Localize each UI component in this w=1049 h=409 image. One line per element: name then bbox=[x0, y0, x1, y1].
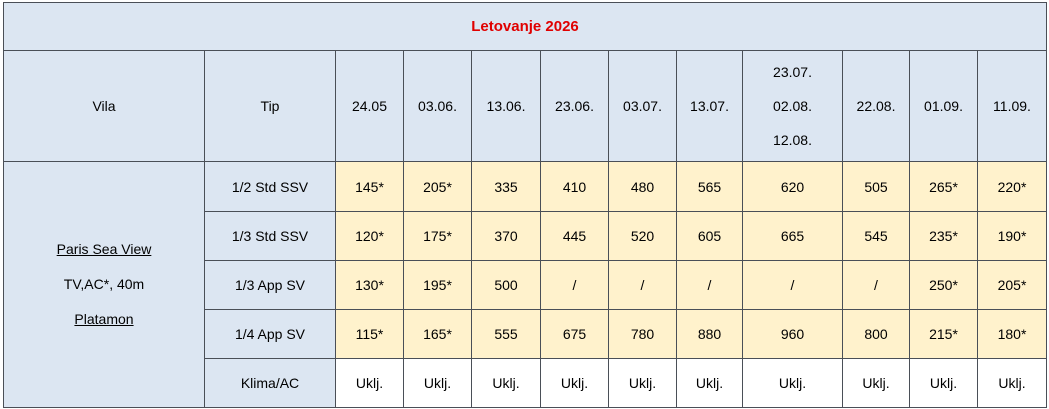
date-line: 02.08. bbox=[773, 98, 812, 114]
price: / bbox=[842, 260, 910, 310]
price: 675 bbox=[540, 309, 609, 359]
price-row: 1/3 App SV 130* 195* 500// / //250* 205* bbox=[4, 260, 1047, 310]
header-date: 03.06. bbox=[403, 50, 472, 162]
header-tip: Tip bbox=[204, 50, 336, 162]
date-line: 01.09. bbox=[924, 98, 963, 114]
price: 235* bbox=[909, 211, 978, 261]
header-date: 23.06. bbox=[540, 50, 609, 162]
date-line: 13.07. bbox=[690, 98, 729, 114]
header-date: 03.07. bbox=[608, 50, 677, 162]
price: 960 bbox=[742, 309, 843, 359]
header-row: Vila Tip 24.05 03.06. 13.06. 23.06. 03.07. 13.0… bbox=[3, 50, 1047, 162]
price: Uklj. bbox=[909, 358, 978, 408]
header-date: 11.09. bbox=[977, 50, 1047, 162]
title-row: Letovanje 2026 bbox=[3, 2, 1047, 51]
price: Uklj. bbox=[977, 358, 1047, 408]
price: / bbox=[676, 260, 743, 310]
villa-line: Platamon bbox=[74, 311, 134, 327]
price: Uklj. bbox=[471, 358, 541, 408]
header-date: 22.08. bbox=[842, 50, 910, 162]
date-line: 23.06. bbox=[555, 98, 594, 114]
price: Uklj. bbox=[676, 358, 743, 408]
date-line: 11.09. bbox=[993, 98, 1031, 114]
price: 555 bbox=[471, 309, 541, 359]
price: 120* bbox=[335, 211, 404, 261]
villa-cell: Paris Sea View TV,AC*, 40m Platamon bbox=[3, 161, 205, 408]
price: 115* bbox=[335, 309, 404, 359]
price: 520 bbox=[608, 211, 677, 261]
table-body: Letovanje 2026 Vila Tip 24.05 03.06. 13.06. 2… bbox=[3, 2, 1047, 408]
date-line: 13.06. bbox=[486, 98, 526, 114]
price: 620 bbox=[742, 161, 843, 212]
price: 370 bbox=[471, 211, 541, 261]
price: Uklj. bbox=[335, 358, 404, 408]
villa-line: Paris Sea View bbox=[56, 241, 152, 257]
price: Uklj. bbox=[842, 358, 910, 408]
date-line: 24.05 bbox=[351, 98, 388, 114]
date-line: 03.06. bbox=[418, 98, 457, 114]
price: 165* bbox=[403, 309, 472, 359]
price: 250* bbox=[909, 260, 978, 310]
price: / bbox=[742, 260, 843, 310]
room-type: 1/4 App SV bbox=[204, 309, 336, 359]
price: 605 bbox=[676, 211, 743, 261]
date-line: 03.07. bbox=[623, 98, 662, 114]
price: 205* bbox=[977, 260, 1047, 310]
price: 190* bbox=[977, 211, 1047, 261]
date-line: 12.08. bbox=[773, 132, 812, 148]
price: Uklj. bbox=[742, 358, 843, 408]
price: 265* bbox=[909, 161, 978, 212]
price: 880 bbox=[676, 309, 743, 359]
price: Uklj. bbox=[608, 358, 677, 408]
room-type: 1/3 App SV bbox=[204, 260, 336, 310]
price: 780 bbox=[608, 309, 677, 359]
price: 410 bbox=[540, 161, 609, 212]
room-type: 1/3 Std SSV bbox=[204, 211, 336, 261]
price: 130* bbox=[335, 260, 404, 310]
price-row: Paris Sea View TV,AC*, 40m Platamon 1/2 Std… bbox=[3, 161, 1047, 408]
room-type: Klima/AC bbox=[204, 358, 336, 408]
price: / bbox=[608, 260, 677, 310]
price-row: 1/4 App SV 115* 165* 555 675 780 880 960 800 215*… bbox=[4, 309, 1047, 359]
date-line: 23.07. bbox=[773, 64, 812, 80]
price: 220* bbox=[977, 161, 1047, 212]
price-row: Klima/AC Uklj. Uklj. Uklj. Uklj. Uklj. Uklj. Uk… bbox=[4, 358, 1047, 408]
price: Uklj. bbox=[403, 358, 472, 408]
price: 145* bbox=[335, 161, 404, 212]
price-table: Letovanje 2026 Vila Tip 24.05 03.06. 13.06. 2… bbox=[3, 2, 1047, 408]
price-row: 1/3 Std SSV 120* 175* 370 445 520 605 665 545 235… bbox=[4, 211, 1047, 261]
price: 180* bbox=[977, 309, 1047, 359]
header-date: 13.06. bbox=[471, 50, 541, 162]
price: 545 bbox=[842, 211, 910, 261]
price: 335 bbox=[471, 161, 541, 212]
price: 480 bbox=[608, 161, 677, 212]
price: 215* bbox=[909, 309, 978, 359]
villa-line: TV,AC*, 40m bbox=[63, 276, 145, 292]
price: Uklj. bbox=[540, 358, 609, 408]
price: / bbox=[540, 260, 609, 310]
price: 800 bbox=[842, 309, 910, 359]
date-line: 22.08. bbox=[856, 98, 896, 114]
price: 505 bbox=[842, 161, 910, 212]
price: 665 bbox=[742, 211, 843, 261]
price: 445 bbox=[540, 211, 609, 261]
room-type: 1/2 Std SSV bbox=[204, 161, 336, 212]
header-date: 01.09. bbox=[909, 50, 978, 162]
price: 195* bbox=[403, 260, 472, 310]
header-date: 23.07. 02.08. 12.08. bbox=[742, 50, 843, 162]
header-vila: Vila bbox=[3, 50, 205, 162]
price: 205* bbox=[403, 161, 472, 212]
header-date: 24.05 bbox=[335, 50, 404, 162]
price: 175* bbox=[403, 211, 472, 261]
header-date: 13.07. bbox=[676, 50, 743, 162]
title: Letovanje 2026 bbox=[3, 2, 1047, 51]
price: 565 bbox=[676, 161, 743, 212]
price: 500 bbox=[471, 260, 541, 310]
